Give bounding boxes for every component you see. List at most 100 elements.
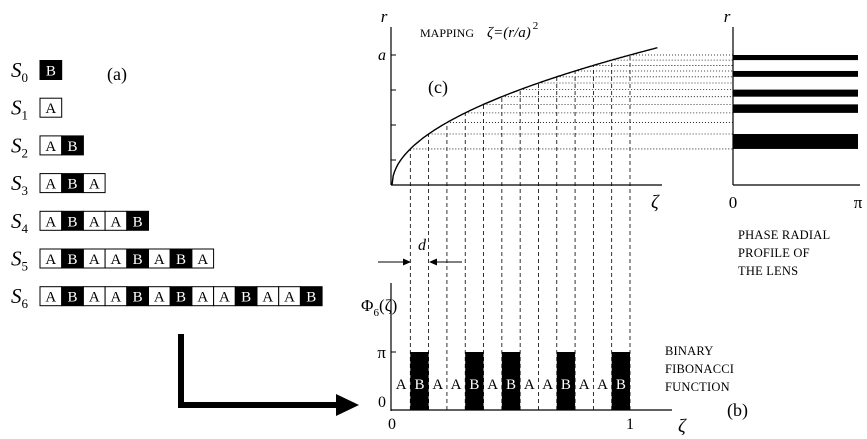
lens-x-max-label: π <box>854 193 863 212</box>
function-cell-letter: A <box>542 377 553 393</box>
lens-phase-bar <box>733 89 858 97</box>
sequence-rows: S0 BS1 AS2 A BS3 A B AS4 A B A A BS5 A B A A B A B AS6 A B A A B A… <box>11 58 323 311</box>
lens-phase-bar <box>733 55 858 61</box>
mapping-formula-exponent: 2 <box>533 20 539 32</box>
sequence-cell-letter: A <box>154 252 165 268</box>
sequence-cell-a <box>191 248 215 269</box>
function-bar <box>556 352 576 410</box>
lens-x-min-label: 0 <box>729 193 738 212</box>
sequence-cell-letter: A <box>45 101 56 117</box>
function-x-axis-label: ζ <box>678 416 687 437</box>
sequence-symbol: S <box>11 96 22 120</box>
sequence-index: 3 <box>22 183 29 198</box>
sequence-index: 1 <box>22 108 29 123</box>
arrow-shaft <box>178 334 340 408</box>
panel-label-b: (b) <box>727 400 748 421</box>
cell-width-indicator: d <box>378 237 462 266</box>
sequence-cell-letter: A <box>111 214 122 230</box>
function-x-max-label: 1 <box>626 416 634 433</box>
sequence-cell-letter: B <box>133 290 143 306</box>
sequence-cell-letter: A <box>45 139 56 155</box>
sequence-cell-letter: A <box>89 290 100 306</box>
function-cell-letter: B <box>616 377 626 393</box>
lens-caption-line: THE LENS <box>738 264 798 278</box>
sequence-cell-letter: B <box>176 252 186 268</box>
lens-y-axis-label: r <box>724 7 731 26</box>
mapping-formula-body: ζ=(r/a) <box>487 25 531 41</box>
mapping-y-tick-label: a <box>378 47 386 64</box>
sequence-cell-letter: A <box>45 177 56 193</box>
mapping-title: MAPPING <box>420 26 474 40</box>
mapping-curve <box>391 47 658 186</box>
lens-phase-bar <box>733 134 858 149</box>
sequence-cell-b <box>39 60 63 80</box>
sequence-row: S2 A B <box>11 133 84 160</box>
sequence-cell-letter: A <box>89 214 100 230</box>
function-bar <box>501 352 521 410</box>
lens-phase-bar <box>733 70 858 77</box>
sequence-cell-letter: A <box>219 290 230 306</box>
sequence-symbol: S <box>11 247 22 271</box>
panel-label-c: (c) <box>428 77 448 98</box>
function-caption-line: BINARY <box>665 344 713 358</box>
sequence-row: S3 A B A <box>11 171 106 198</box>
panel-c-mapping-plot: r a ζ MAPPING ζ=(r/a) 2 (c) <box>378 7 662 213</box>
function-bar <box>465 352 484 410</box>
sequence-row: S4 A B A A B <box>11 209 150 236</box>
sequence-label: S1 <box>11 96 28 123</box>
sequence-label: S4 <box>11 209 29 236</box>
sequence-symbol: S <box>11 284 22 308</box>
function-bar <box>611 352 630 410</box>
sequence-cell-letter: A <box>89 177 100 193</box>
function-caption-line: FIBONACCI <box>665 362 734 376</box>
function-y-subscript: 6 <box>373 307 379 319</box>
sequence-cell-letter: B <box>133 214 143 230</box>
function-cell-letter: B <box>561 377 571 393</box>
sequence-cell-letter: B <box>306 290 316 306</box>
panel-a-sequences: S0 BS1 AS2 A BS3 A B AS4 A B A A BS5 A B A A B A B AS6 A B A A B A… <box>11 58 323 311</box>
sequence-cell-letter: A <box>45 214 56 230</box>
sequence-label: S0 <box>11 58 28 85</box>
function-y-max-label: π <box>377 343 386 362</box>
sequence-row: S0 B <box>11 58 63 85</box>
cell-width-arrowhead <box>429 258 437 266</box>
function-cell-letter: A <box>579 377 590 393</box>
mapping-x-axis-label: ζ <box>651 192 660 213</box>
function-y-symbol: Φ <box>361 296 373 315</box>
function-cell-letter: A <box>487 377 498 393</box>
function-cell-letter: A <box>432 377 443 393</box>
function-y-argument: (ζ) <box>379 296 397 315</box>
sequence-row: S1 A <box>11 96 63 123</box>
sequence-symbol: S <box>11 58 22 82</box>
sequence-cell-letter: B <box>133 252 143 268</box>
sequence-row: S5 A B A A B A B A <box>11 247 215 274</box>
sequence-cell-letter: B <box>241 290 251 306</box>
sequence-label: S6 <box>11 284 29 311</box>
sequence-cell-a <box>82 173 106 194</box>
sequence-symbol: S <box>11 171 22 195</box>
sequence-cell-letter: A <box>197 252 208 268</box>
sequence-to-function-arrow <box>178 334 359 416</box>
sequence-cell-b <box>299 286 323 307</box>
sequence-cell-letter: B <box>68 177 78 193</box>
sequence-index: 4 <box>22 221 29 236</box>
sequence-index: 6 <box>22 296 29 311</box>
sequence-cell-b <box>126 210 150 231</box>
sequence-index: 0 <box>22 70 29 85</box>
lens-caption-line: PROFILE OF <box>738 246 810 260</box>
sequence-label: S3 <box>11 171 28 198</box>
sequence-index: 2 <box>22 145 29 160</box>
function-cell-letter: A <box>396 377 407 393</box>
function-y-axis-label: Φ6(ζ) <box>361 296 397 319</box>
function-cell-letter: A <box>524 377 535 393</box>
mapping-y-axis-label: r <box>381 7 388 26</box>
function-cell-letter: B <box>414 377 424 393</box>
sequence-label: S5 <box>11 247 28 274</box>
function-y-min-label: 0 <box>378 394 386 411</box>
function-x-min-label: 0 <box>388 416 396 433</box>
function-cell-letter: A <box>597 377 608 393</box>
sequence-row: S6 A B A A B A B A A B A A B <box>11 284 323 311</box>
sequence-cell-letter: A <box>45 252 56 268</box>
